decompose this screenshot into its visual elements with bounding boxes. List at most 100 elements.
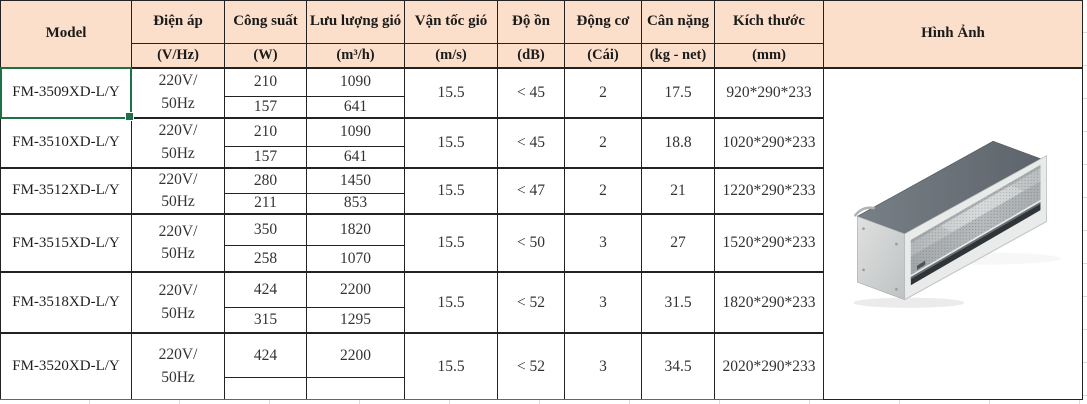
cell-power-high[interactable]: 210: [224, 67, 307, 97]
cell-power-low[interactable]: 211: [224, 192, 307, 216]
unit-noise[interactable]: (dB): [497, 43, 565, 69]
cell-noise[interactable]: < 47: [497, 167, 565, 216]
cell-airflow-high[interactable]: 1090: [306, 117, 405, 147]
cell-power-low[interactable]: 315: [224, 306, 307, 335]
voltage-line2: 50Hz: [161, 368, 195, 386]
voltage-line1: 220V/: [158, 346, 198, 364]
header-power[interactable]: Công suất: [224, 0, 307, 44]
cell-voltage[interactable]: 220V/ 50Hz: [131, 117, 225, 169]
cell-motors[interactable]: 2: [564, 117, 642, 169]
header-noise[interactable]: Độ ồn: [497, 0, 565, 44]
cell-airflow-high[interactable]: 2200: [306, 332, 405, 378]
cell-weight[interactable]: 31.5: [641, 271, 715, 335]
cell-power-high[interactable]: 280: [224, 167, 307, 194]
cell-motors[interactable]: 3: [564, 271, 642, 335]
cell-model[interactable]: FM-3520XD-L/Y: [0, 332, 132, 400]
cell-noise[interactable]: < 52: [497, 271, 565, 335]
cell-motors[interactable]: 3: [564, 332, 642, 400]
cell-model[interactable]: FM-3509XD-L/Y: [0, 67, 132, 119]
cell-weight[interactable]: 34.5: [641, 332, 715, 400]
cell-noise[interactable]: < 50: [497, 213, 565, 274]
cell-model[interactable]: FM-3515XD-L/Y: [0, 213, 132, 274]
cell-power-low[interactable]: 157: [224, 96, 307, 119]
cell-velocity[interactable]: 15.5: [404, 271, 498, 335]
spreadsheet-gridlines-bottom: [0, 400, 1087, 404]
cell-motors[interactable]: 3: [564, 213, 642, 274]
voltage-line2: 50Hz: [161, 144, 195, 162]
cell-dimensions[interactable]: 1220*290*233: [714, 167, 824, 216]
cell-dimensions[interactable]: 1520*290*233: [714, 213, 824, 274]
cell-velocity[interactable]: 15.5: [404, 117, 498, 169]
cell-noise[interactable]: < 52: [497, 332, 565, 400]
voltage-line2: 50Hz: [161, 94, 195, 112]
cell-airflow-high[interactable]: 1090: [306, 67, 405, 97]
cell-weight[interactable]: 27: [641, 213, 715, 274]
cell-motors[interactable]: 2: [564, 167, 642, 216]
cell-voltage[interactable]: 220V/ 50Hz: [131, 271, 225, 335]
unit-airflow[interactable]: (m³/h): [306, 43, 405, 69]
cell-voltage[interactable]: 220V/ 50Hz: [131, 167, 225, 216]
voltage-line1: 220V/: [158, 222, 198, 240]
header-model[interactable]: Model: [0, 0, 132, 69]
header-weight[interactable]: Cân nặng: [641, 0, 715, 44]
voltage-line2: 50Hz: [161, 304, 195, 322]
unit-power[interactable]: (W): [224, 43, 307, 69]
cell-dimensions[interactable]: 2020*290*233: [714, 332, 824, 400]
cell-voltage[interactable]: 220V/ 50Hz: [131, 213, 225, 274]
cell-power-high[interactable]: 424: [224, 332, 307, 378]
cell-dimensions[interactable]: 920*290*233: [714, 67, 824, 119]
header-airflow[interactable]: Lưu lượng gió: [306, 0, 405, 44]
product-image-cell[interactable]: [823, 67, 1083, 400]
cell-dimensions[interactable]: 1020*290*233: [714, 117, 824, 169]
cell-airflow-low[interactable]: 853: [306, 192, 405, 216]
unit-motor[interactable]: (Cái): [564, 43, 642, 69]
voltage-line1: 220V/: [158, 122, 198, 140]
unit-weight[interactable]: (kg - net): [641, 43, 715, 69]
cell-weight[interactable]: 21: [641, 167, 715, 216]
header-image[interactable]: Hình Ảnh: [823, 0, 1083, 69]
cell-weight[interactable]: 18.8: [641, 117, 715, 169]
cell-power-low[interactable]: 258: [224, 244, 307, 274]
cell-airflow-high[interactable]: 1450: [306, 167, 405, 194]
cell-power-low[interactable]: 157: [224, 146, 307, 169]
header-motor[interactable]: Động cơ: [564, 0, 642, 44]
cell-motors[interactable]: 2: [564, 67, 642, 119]
cell-power-high[interactable]: 424: [224, 271, 307, 308]
cell-airflow-low[interactable]: 1295: [306, 306, 405, 335]
cell-airflow-low[interactable]: [306, 376, 405, 400]
voltage-line1: 220V/: [158, 282, 198, 300]
cell-power-high[interactable]: 210: [224, 117, 307, 147]
cell-airflow-high[interactable]: 2200: [306, 271, 405, 308]
cell-noise[interactable]: < 45: [497, 117, 565, 169]
cell-power-low[interactable]: [224, 376, 307, 400]
cell-voltage[interactable]: 220V/ 50Hz: [131, 67, 225, 119]
cell-airflow-low[interactable]: 641: [306, 146, 405, 169]
header-dimensions[interactable]: Kích thước: [714, 0, 824, 44]
cell-noise[interactable]: < 45: [497, 67, 565, 119]
header-velocity[interactable]: Vận tốc gió: [404, 0, 498, 44]
cell-model[interactable]: FM-3510XD-L/Y: [0, 117, 132, 169]
cell-velocity[interactable]: 15.5: [404, 332, 498, 400]
unit-voltage[interactable]: (V/Hz): [131, 43, 225, 69]
unit-dimensions[interactable]: (mm): [714, 43, 824, 69]
cell-velocity[interactable]: 15.5: [404, 67, 498, 119]
header-voltage[interactable]: Điện áp: [131, 0, 225, 44]
unit-velocity[interactable]: (m/s): [404, 43, 498, 69]
cell-dimensions[interactable]: 1820*290*233: [714, 271, 824, 335]
cell-voltage[interactable]: 220V/ 50Hz: [131, 332, 225, 400]
cell-velocity[interactable]: 15.5: [404, 213, 498, 274]
cell-weight[interactable]: 17.5: [641, 67, 715, 119]
cell-power-high[interactable]: 350: [224, 213, 307, 246]
voltage-line2: 50Hz: [161, 192, 195, 210]
air-curtain-product-image: [826, 133, 1080, 311]
fill-handle[interactable]: [125, 112, 134, 121]
voltage-line1: 220V/: [158, 72, 198, 90]
cell-model[interactable]: FM-3512XD-L/Y: [0, 167, 132, 216]
cell-airflow-high[interactable]: 1820: [306, 213, 405, 246]
cell-velocity[interactable]: 15.5: [404, 167, 498, 216]
cell-model[interactable]: FM-3518XD-L/Y: [0, 271, 132, 335]
cell-airflow-low[interactable]: 1070: [306, 244, 405, 274]
cell-airflow-low[interactable]: 641: [306, 96, 405, 119]
